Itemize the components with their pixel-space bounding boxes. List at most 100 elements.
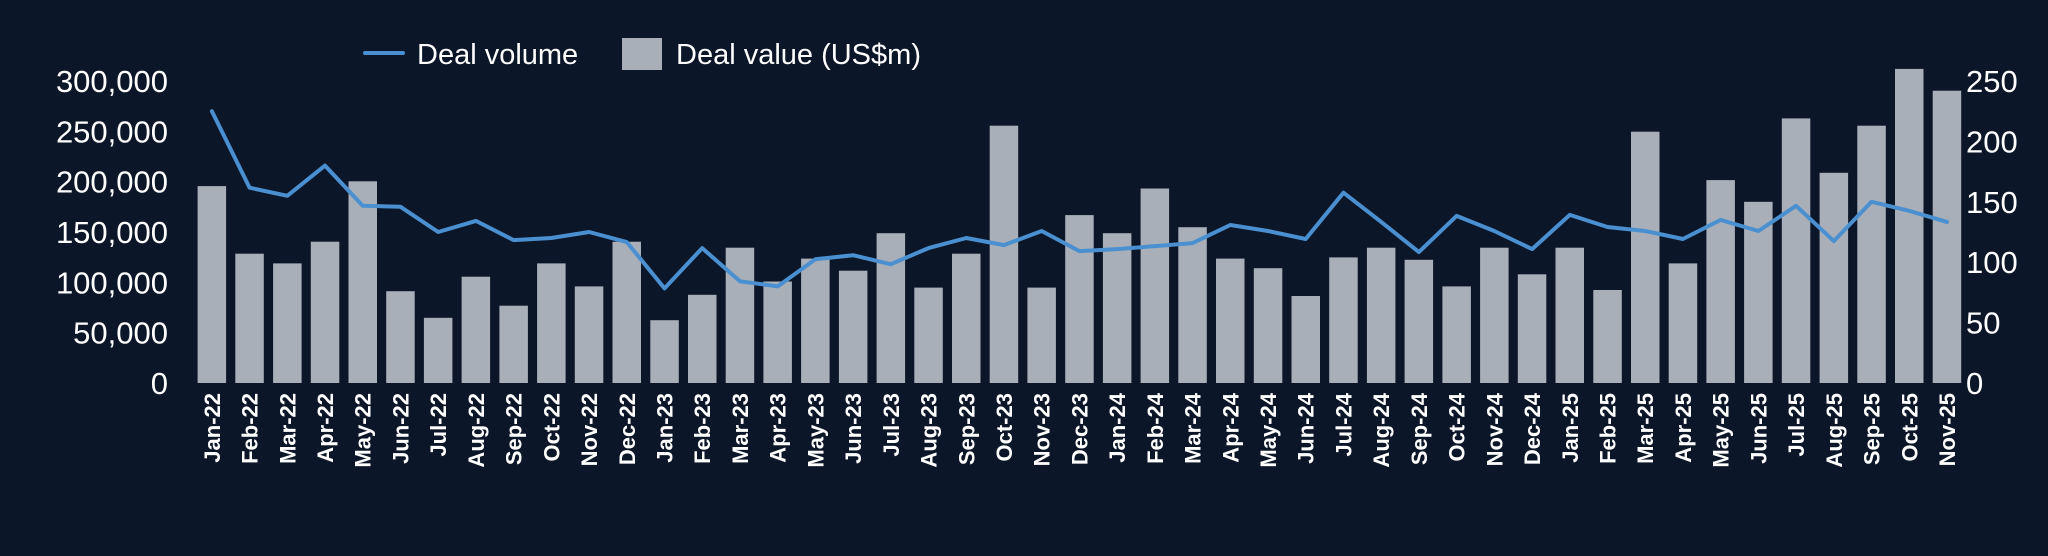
point-deal-volume xyxy=(1794,204,1798,208)
point-deal-volume xyxy=(663,286,666,290)
right-y-tick-label: 150 xyxy=(1966,185,2018,220)
left-y-tick-label: 50,000 xyxy=(73,316,168,351)
point-deal-volume xyxy=(1756,229,1760,233)
x-tick-label: Mar-23 xyxy=(728,393,753,464)
bar-deal-value xyxy=(1706,180,1735,383)
x-tick-label: Nov-25 xyxy=(1935,393,1960,466)
x-tick-label: Dec-24 xyxy=(1520,392,1545,465)
bar-deal-value xyxy=(1631,131,1660,383)
bar-deal-value xyxy=(273,263,302,383)
point-deal-volume xyxy=(1040,229,1044,233)
x-tick-label: May-23 xyxy=(803,393,828,468)
x-tick-label: Mar-24 xyxy=(1181,392,1206,464)
bar-deal-value xyxy=(914,287,943,383)
bar-deal-value xyxy=(1102,233,1132,383)
x-tick-label: Aug-23 xyxy=(917,393,942,468)
x-tick-label: Nov-23 xyxy=(1030,393,1055,466)
point-deal-volume xyxy=(1077,249,1081,253)
point-deal-volume xyxy=(1945,220,1949,224)
bar-deal-value xyxy=(989,125,1019,383)
x-tick-label: Mar-25 xyxy=(1633,393,1658,464)
x-tick-label: Jun-23 xyxy=(841,393,866,464)
bar-deal-value xyxy=(1027,287,1056,383)
point-deal-volume xyxy=(700,246,704,250)
x-tick-label: Oct-25 xyxy=(1897,393,1922,461)
right-y-axis: 0 50 100 150 200 250 xyxy=(1966,64,2018,401)
bar-deal-value xyxy=(688,294,717,383)
left-y-tick-label: 0 xyxy=(151,366,168,401)
legend-label-deal-value: Deal value (US$m) xyxy=(676,39,921,71)
x-tick-label: Jun-24 xyxy=(1294,392,1319,464)
bar-deal-value xyxy=(1140,188,1170,383)
point-deal-volume xyxy=(738,279,742,283)
bar-deal-value xyxy=(1517,274,1547,383)
point-deal-volume xyxy=(1304,237,1308,241)
bar-deal-value xyxy=(461,276,491,383)
point-deal-volume xyxy=(1266,229,1270,233)
point-deal-volume xyxy=(625,240,629,244)
point-deal-volume xyxy=(323,164,327,168)
x-tick-label: Jul-24 xyxy=(1331,392,1356,456)
bar-deal-value xyxy=(1366,247,1396,383)
x-tick-label: Mar-22 xyxy=(275,393,300,464)
bar-deal-value xyxy=(1668,263,1698,383)
point-deal-volume xyxy=(889,262,893,266)
x-tick-label: Dec-23 xyxy=(1067,393,1092,465)
right-y-tick-label: 100 xyxy=(1966,245,2018,280)
point-deal-volume xyxy=(813,257,817,261)
bar-deal-value xyxy=(952,253,981,383)
deal-volume-line-layer xyxy=(209,109,1949,291)
point-deal-volume xyxy=(210,109,214,113)
x-tick-label: Jan-23 xyxy=(653,393,678,463)
bar-deal-value xyxy=(1442,286,1471,383)
point-deal-volume xyxy=(1379,220,1383,224)
bar-deal-value xyxy=(1480,247,1509,383)
legend-label-deal-volume: Deal volume xyxy=(417,39,578,71)
bar-deal-value xyxy=(1065,215,1094,383)
x-tick-label: Oct-23 xyxy=(992,393,1017,461)
bar-deal-value xyxy=(763,281,792,383)
bar-deal-value xyxy=(1932,90,1962,383)
left-y-tick-label: 250,000 xyxy=(56,114,168,149)
right-y-tick-label: 250 xyxy=(1966,64,2018,99)
bar-deal-value xyxy=(1857,125,1886,383)
x-tick-label: Nov-22 xyxy=(577,393,602,466)
x-tick-label: Aug-24 xyxy=(1369,392,1394,467)
point-deal-volume xyxy=(285,194,289,198)
x-tick-label: Aug-22 xyxy=(464,393,489,468)
point-deal-volume xyxy=(399,205,402,209)
x-axis: Jan-22 Feb-22 Mar-22 Apr-22 May-22 Jun-22 Jul-… xyxy=(200,392,1960,467)
bar-deal-value xyxy=(838,270,868,383)
left-y-tick-label: 100,000 xyxy=(56,265,168,300)
point-deal-volume xyxy=(1115,247,1119,251)
x-tick-label: Dec-22 xyxy=(615,393,640,465)
point-deal-volume xyxy=(1228,223,1232,227)
x-tick-label: Feb-25 xyxy=(1596,393,1621,464)
right-y-tick-label: 50 xyxy=(1966,306,2000,341)
x-tick-label: Jul-25 xyxy=(1784,393,1809,457)
x-tick-label: Aug-25 xyxy=(1822,393,1847,468)
right-y-tick-label: 200 xyxy=(1966,124,2018,159)
x-tick-label: May-25 xyxy=(1709,393,1734,468)
bar-deal-value xyxy=(537,263,566,383)
bar-deal-value xyxy=(235,253,264,383)
x-tick-label: May-22 xyxy=(351,393,376,468)
x-tick-label: Jan-25 xyxy=(1558,393,1583,463)
point-deal-volume xyxy=(1417,250,1421,254)
left-y-tick-label: 150,000 xyxy=(56,215,168,250)
point-deal-volume xyxy=(1342,191,1345,195)
bar-deal-value xyxy=(1895,68,1924,384)
bar-deal-value xyxy=(1781,118,1811,384)
x-tick-label: Oct-24 xyxy=(1445,392,1470,461)
x-tick-label: Feb-23 xyxy=(690,393,715,464)
bar-deal-value xyxy=(1178,227,1207,383)
point-deal-volume xyxy=(1002,243,1006,247)
x-tick-label: Jun-25 xyxy=(1746,393,1771,464)
bar-deal-value xyxy=(1404,259,1434,383)
legend-swatch-deal-value xyxy=(622,38,662,70)
bar-deal-value xyxy=(423,317,453,383)
bar-deal-value xyxy=(876,233,906,383)
point-deal-volume xyxy=(1643,229,1647,233)
bar-deal-value xyxy=(1819,172,1849,383)
